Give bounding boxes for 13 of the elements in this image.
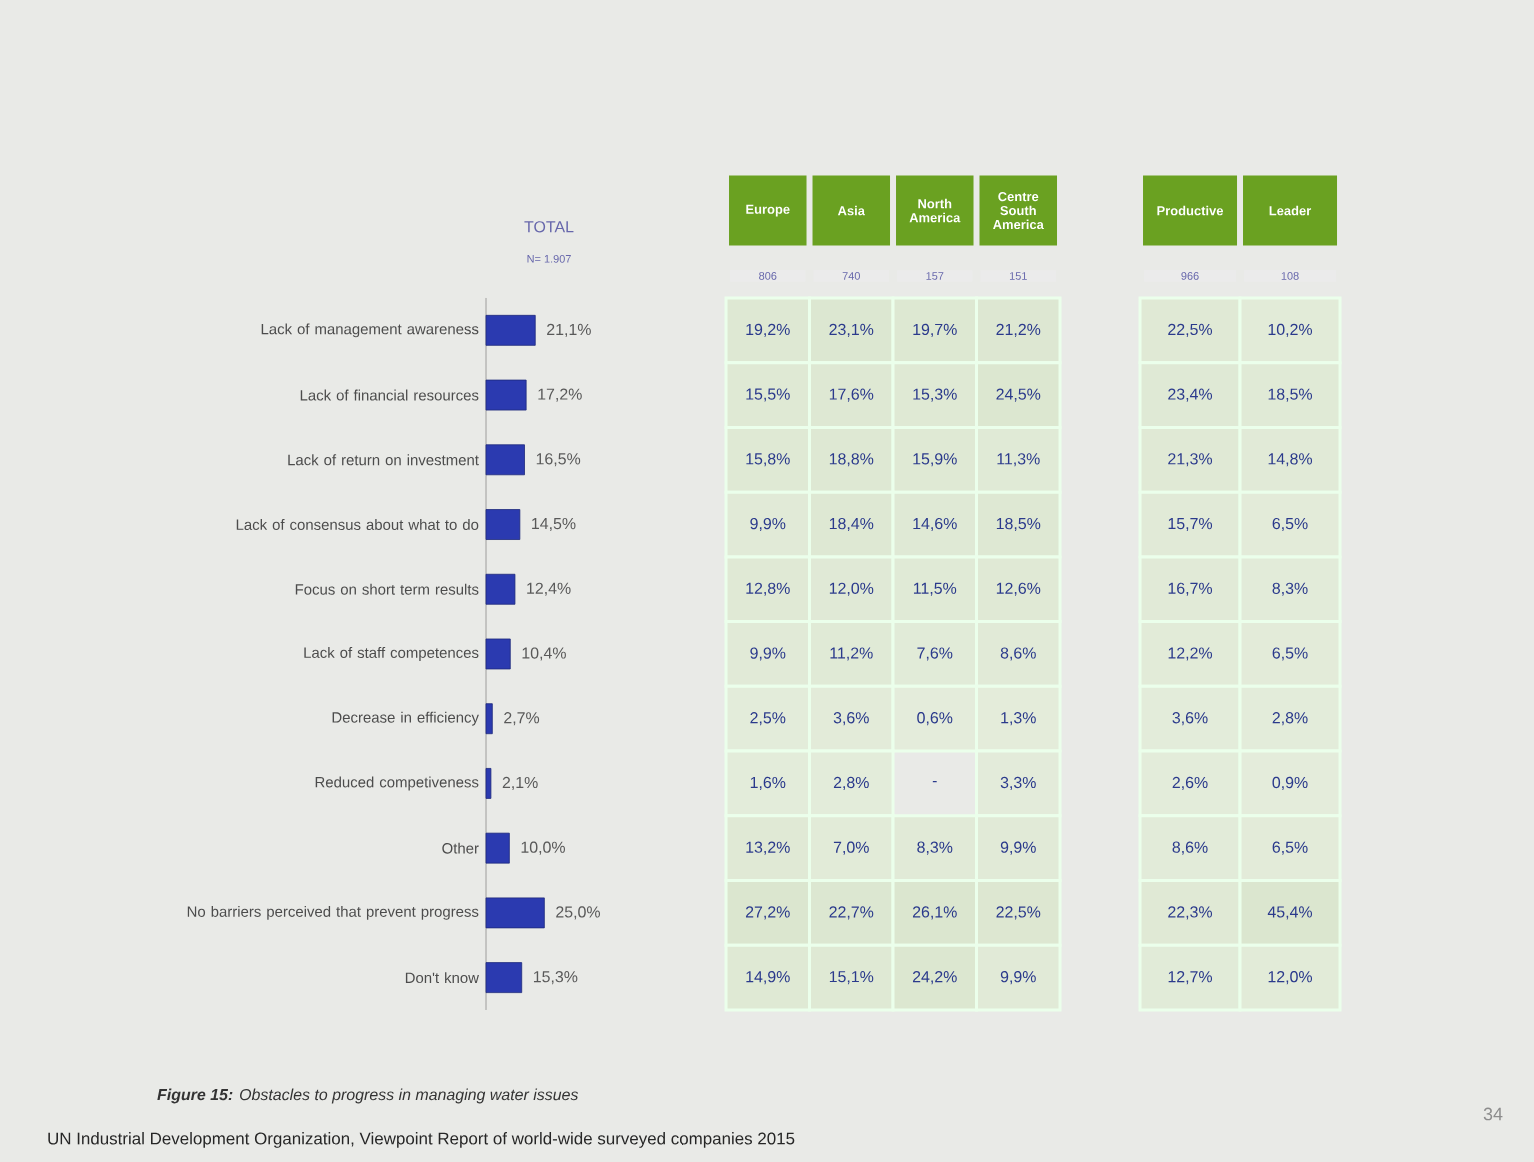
bar (485, 573, 516, 605)
bar (485, 638, 511, 670)
bar (485, 314, 536, 346)
text: 34 (1483, 1107, 1503, 1121)
bar (485, 897, 545, 929)
text: UN Industrial Development Organization, Viewpoint Report of world-wide surveyed companies 2015 (48, 1132, 795, 1148)
bar (485, 768, 492, 799)
bar (485, 444, 525, 476)
bar (485, 509, 521, 540)
bar (485, 703, 493, 735)
bar (485, 379, 527, 411)
bar (485, 832, 510, 864)
bar (485, 962, 523, 994)
